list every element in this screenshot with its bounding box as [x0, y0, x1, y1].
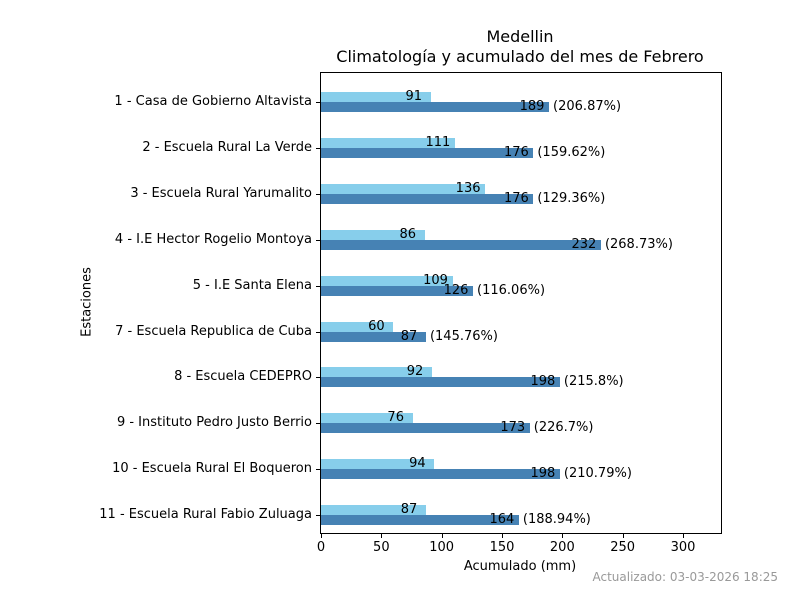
bar-acumulado — [321, 285, 474, 296]
bar-value-climatologia: 91 — [405, 89, 423, 104]
x-tick-mark — [441, 534, 443, 538]
bar-acumulado — [321, 147, 534, 158]
bar-value-climatologia: 136 — [455, 180, 481, 196]
bar-climatologia — [321, 137, 455, 148]
bar-climatologia — [321, 92, 431, 102]
x-tick-label: 50 — [373, 540, 390, 555]
bar-climatologia — [321, 321, 394, 332]
bar-value-acumulado: 176 — [503, 190, 529, 206]
bar-value-acumulado: 87 — [400, 328, 418, 344]
x-tick-label: 250 — [610, 540, 636, 555]
y-tick-mark — [316, 147, 320, 149]
bar-climatologia — [321, 275, 453, 286]
bar-value-acumulado: 176 — [503, 144, 529, 160]
percent-annotation: (159.62%) — [537, 144, 606, 160]
x-tick-mark — [381, 534, 383, 538]
plot-area: 91 189 (206.87%) 111 176 (159.62%) 136 176 (129.… — [320, 72, 722, 534]
bar-acumulado — [321, 377, 560, 388]
bar-value-acumulado: 198 — [530, 374, 556, 390]
percent-annotation: (129.36%) — [537, 190, 606, 206]
x-tick-mark — [683, 534, 684, 538]
bar-value-acumulado: 164 — [489, 512, 515, 528]
bar-acumulado — [321, 515, 519, 526]
percent-annotation: (268.73%) — [604, 236, 673, 252]
y-tick-mark — [316, 469, 320, 471]
bar-acumulado — [321, 469, 560, 480]
chart-title-block: Medellin Climatología y acumulado del me… — [300, 27, 740, 67]
x-axis-label: Acumulado (mm) — [463, 559, 577, 574]
bar-value-acumulado: 173 — [500, 420, 526, 436]
percent-annotation: (226.7%) — [533, 420, 594, 436]
y-tick-mark — [316, 102, 320, 103]
bar-value-climatologia: 60 — [368, 318, 385, 334]
y-tick-mark — [316, 193, 320, 195]
bar-climatologia — [321, 183, 486, 194]
bar-value-acumulado: 232 — [571, 236, 597, 252]
y-tick-label: 2 - Escuela Rural La Verde — [142, 139, 312, 155]
bar-value-climatologia: 109 — [423, 272, 448, 288]
x-tick-label: 0 — [316, 540, 326, 555]
y-tick-mark — [316, 515, 320, 517]
y-tick-label: 4 - I.E Hector Rogelio Montoya — [114, 231, 312, 247]
bar-climatologia — [321, 229, 425, 240]
percent-annotation: (215.8%) — [563, 374, 624, 390]
bar-value-acumulado: 189 — [519, 99, 545, 114]
bar-acumulado — [321, 102, 550, 112]
bar-climatologia — [321, 367, 432, 378]
y-tick-label: 11 - Escuela Rural Fabio Zuluaga — [99, 507, 312, 523]
bar-acumulado — [321, 423, 530, 434]
percent-annotation: (145.76%) — [429, 328, 498, 344]
bar-value-climatologia: 111 — [425, 134, 451, 150]
bar-value-acumulado: 198 — [530, 466, 556, 482]
y-tick-mark — [316, 377, 320, 379]
updated-timestamp: Actualizado: 03-03-2026 18:25 — [592, 570, 778, 584]
bar-acumulado — [321, 331, 426, 342]
bar-climatologia — [321, 413, 413, 424]
y-tick-label: 9 - Instituto Pedro Justo Berrio — [116, 415, 312, 431]
y-tick-label: 7 - Escuela Republica de Cuba — [115, 323, 312, 339]
y-tick-mark — [316, 423, 320, 425]
bar-acumulado — [321, 239, 601, 250]
percent-annotation: (116.06%) — [477, 282, 546, 298]
bar-value-climatologia: 94 — [409, 456, 426, 472]
y-tick-mark — [316, 285, 320, 287]
y-tick-label: 10 - Escuela Rural El Boqueron — [112, 461, 312, 477]
percent-annotation: (210.79%) — [563, 466, 632, 482]
x-tick-label: 100 — [429, 540, 455, 555]
x-tick-mark — [562, 534, 564, 538]
y-tick-label: 8 - Escuela CEDEPRO — [174, 369, 312, 385]
y-tick-label: 3 - Escuela Rural Yarumalito — [130, 185, 312, 201]
y-tick-mark — [316, 331, 320, 333]
x-tick-label: 150 — [489, 540, 515, 555]
bar-acumulado — [321, 193, 534, 204]
bar-climatologia — [321, 505, 426, 516]
x-tick-mark — [321, 534, 322, 538]
bar-value-acumulado: 126 — [443, 282, 469, 298]
percent-annotation: (206.87%) — [553, 99, 622, 114]
chart-title: Medellin — [486, 27, 554, 46]
bar-value-climatologia: 86 — [399, 226, 417, 242]
x-tick-mark — [622, 534, 624, 538]
bar-value-climatologia: 92 — [406, 364, 424, 380]
y-tick-label: 5 - I.E Santa Elena — [192, 277, 312, 293]
x-tick-mark — [502, 534, 503, 538]
bar-climatologia — [321, 459, 435, 470]
bar-value-climatologia: 87 — [400, 502, 418, 518]
x-tick-label: 300 — [670, 540, 696, 555]
x-tick-label: 200 — [549, 540, 575, 555]
y-tick-mark — [316, 239, 320, 241]
percent-annotation: (188.94%) — [522, 512, 591, 528]
y-tick-label: 1 - Casa de Gobierno Altavista — [114, 94, 312, 109]
chart-subtitle: Climatología y acumulado del mes de Febr… — [336, 47, 704, 66]
bar-value-climatologia: 76 — [387, 410, 404, 426]
